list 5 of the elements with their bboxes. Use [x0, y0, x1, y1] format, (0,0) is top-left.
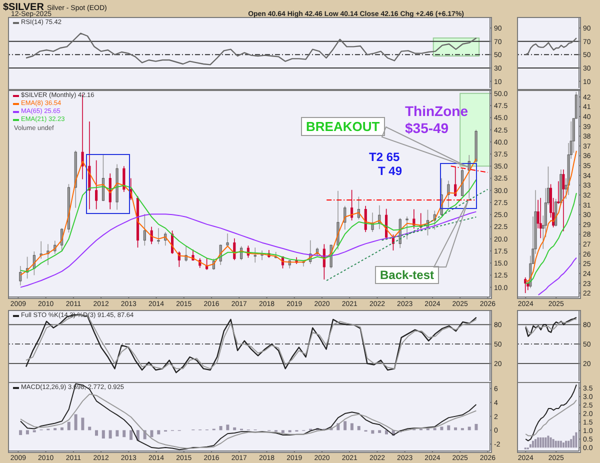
annotation: BREAKOUT [301, 117, 385, 136]
annotation: Back-test [375, 266, 440, 284]
annotation: T2 65 [369, 150, 400, 164]
band-label: ThinZone $35-49 [405, 103, 469, 137]
annotation: T 49 [378, 164, 402, 178]
